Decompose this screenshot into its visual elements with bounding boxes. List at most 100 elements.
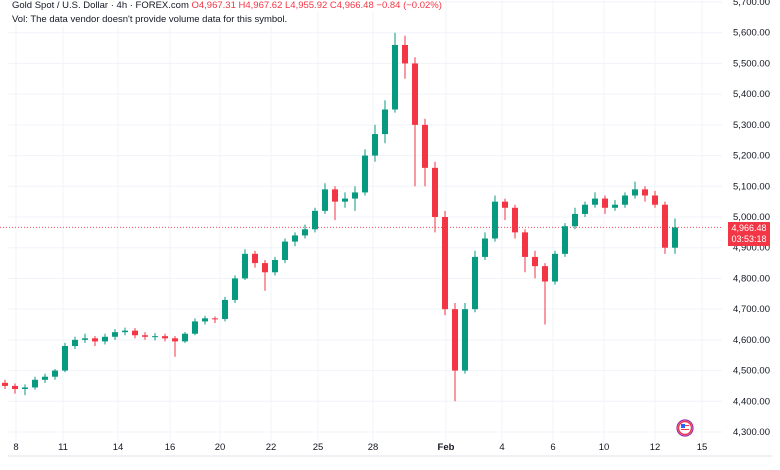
candle-body [42,376,48,380]
candle [452,303,458,402]
candle-body [162,336,168,339]
time-tick: 11 [58,442,68,453]
candle [192,318,198,336]
price-tick: 4,300.00 [733,427,770,438]
candle [342,192,348,208]
candle [12,383,18,394]
candle-body [612,204,618,208]
candle-body [582,204,588,214]
candle [242,249,248,280]
time-axis[interactable]: 8 11 14 16 20 22 25 28 Feb 4 6 10 12 15 [13,442,707,453]
candle [642,186,648,202]
candle [472,250,478,313]
candle-body [522,232,528,257]
candle [332,186,338,221]
candle [652,190,658,208]
candle [212,316,218,323]
price-tick: 5,400.00 [733,89,770,100]
candle-body [12,385,18,389]
candle-body [292,235,298,242]
candle [312,207,318,233]
price-tick: 5,000.00 [733,212,770,223]
candle [102,333,108,345]
candle-body [272,260,278,273]
candle-body [82,338,88,340]
candle-body [262,263,268,273]
symbol-title: Gold Spot / U.S. Dollar · 4h · FOREX.com [12,0,189,11]
candle-body [222,299,228,319]
candle [92,336,98,346]
candle-body [422,124,428,168]
price-tick: 4,800.00 [733,273,770,284]
candle-body [542,266,548,282]
candle [172,336,178,357]
time-tick: 14 [113,442,124,453]
candle [232,275,238,303]
candle [122,327,128,336]
time-tick: 15 [697,442,708,453]
candle [282,238,288,264]
candle [32,376,38,390]
time-tick: 25 [313,442,324,453]
time-tick: 28 [368,442,379,453]
candle [572,207,578,230]
bar-countdown: 03:53:18 [731,234,767,244]
candle [22,384,28,396]
candle-body [352,192,358,199]
candle [402,35,408,79]
price-tick: 5,100.00 [733,181,770,192]
candle-body [482,238,488,257]
candle-body [102,336,108,342]
time-tick: 8 [13,442,18,453]
candle-body [412,63,418,125]
candle [422,118,428,187]
candle-body [442,217,448,310]
candle [202,315,208,325]
candle-body [652,195,658,205]
candle [552,250,558,285]
candle [632,181,638,199]
candle [72,336,78,350]
candle-body [562,226,568,254]
candle-body [472,256,478,310]
high-value: H4,967.62 [238,0,283,11]
price-tick: 4,400.00 [733,396,770,407]
candle-body [502,201,508,208]
candle-body [402,45,408,64]
candle [392,32,398,113]
candle [252,250,258,268]
price-axis[interactable]: 5,700.00 5,600.00 5,500.00 5,400.00 5,300.00… [733,0,770,438]
candle [62,342,68,373]
candle [532,250,538,279]
price-tick: 5,200.00 [733,151,770,162]
candle-body [182,333,188,342]
candle [542,263,548,325]
candle-body [212,318,218,320]
us-flag-event-icon[interactable] [676,419,694,437]
candle-body [122,330,128,333]
candle [502,198,508,221]
time-tick: 16 [165,442,176,453]
candle [2,379,8,389]
candle-body [132,330,138,336]
change-value: −0.84 (−0.02%) [376,0,442,11]
candle-body [362,155,368,193]
candles [2,32,678,402]
price-tick: 4,700.00 [733,304,770,315]
candle [662,201,668,254]
candle [672,218,678,254]
candle-body [322,189,328,211]
candle-body [642,189,648,196]
candle-body [342,198,348,202]
candle [142,332,148,340]
candle-body [432,167,438,217]
price-tick: 4,900.00 [733,243,770,254]
candle-body [452,309,458,371]
candle-body [142,335,148,337]
candle-body [392,45,398,110]
candle [492,195,498,242]
candle-body [312,210,318,230]
candle-body [672,227,678,248]
candle [152,333,158,341]
